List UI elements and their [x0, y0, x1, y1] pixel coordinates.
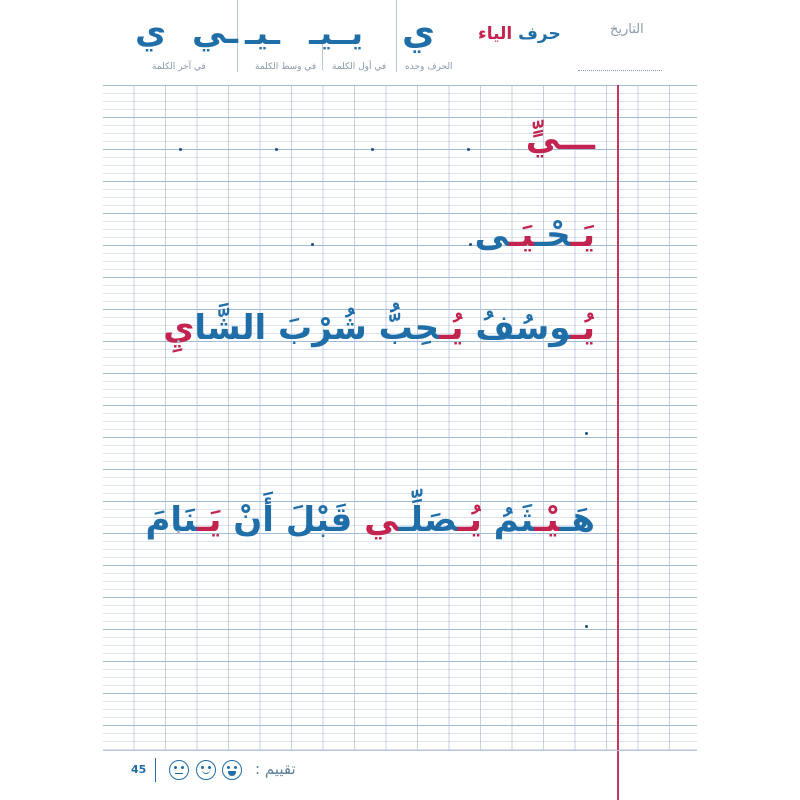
word-part: ي — [364, 500, 399, 540]
exercise-letter: ـــيٍّ — [525, 118, 595, 158]
footer-separator — [155, 758, 156, 782]
word-part: يْـ — [534, 500, 560, 540]
date-field[interactable] — [578, 70, 662, 71]
caption-initial: في أول الكلمة — [332, 62, 387, 72]
page-title: حرف الياء — [478, 24, 561, 44]
letter-initial: يـ — [340, 14, 363, 52]
date-label: التاريخ — [610, 22, 644, 37]
caption-medial: في وسط الكلمة — [255, 62, 317, 72]
letter-medial: ـيـ ـيـ — [245, 14, 345, 52]
divider — [322, 40, 323, 70]
rating-label: تقييم : — [255, 760, 296, 778]
title-letter: الياء — [478, 24, 513, 44]
page-number: 45 — [131, 763, 147, 776]
caption-final: في آخر الكلمة — [152, 62, 206, 72]
word-part: يُـ — [457, 500, 482, 540]
word-part: يَـ — [508, 215, 535, 255]
caption-isolated: الحرف وحده — [405, 62, 453, 72]
letter-isolated: ي — [402, 12, 435, 53]
trace-dot — [177, 530, 180, 533]
word-part: حْـ — [534, 215, 571, 255]
trace-dot — [371, 148, 374, 151]
divider — [237, 0, 238, 72]
word-part: وسُفُ — [463, 308, 571, 348]
neutral-face-icon[interactable] — [169, 760, 189, 780]
trace-dot — [467, 148, 470, 151]
handwriting-grid — [103, 85, 697, 750]
word-part: صَلِّـ — [398, 500, 458, 540]
letter-final: ـي ي — [135, 12, 239, 52]
word-part: ثَمُ — [481, 500, 535, 540]
title-prefix: حرف — [518, 24, 561, 44]
word-part: يَـ — [570, 215, 595, 255]
word-part: قَبْلَ أَنْ — [221, 500, 365, 540]
word-part: يُـ — [439, 308, 464, 348]
divider — [396, 0, 397, 72]
trace-dot — [275, 148, 278, 151]
trace-dot — [177, 340, 180, 343]
trace-dot — [311, 243, 314, 246]
trace-dot — [585, 625, 588, 628]
word-part: هَـ — [559, 500, 595, 540]
word-part: يَـ — [197, 500, 222, 540]
happy-face-icon[interactable] — [222, 760, 242, 780]
trace-dot — [469, 243, 472, 246]
word-part: حِبُّ شُرْبَ الشَّا — [194, 308, 440, 348]
exercise-sentence: يُـوسُفُ يُـحِبُّ شُرْبَ الشَّايِ — [163, 308, 595, 348]
smile-face-icon[interactable] — [196, 760, 216, 780]
exercise-sentence: هَـيْـثَمُ يُـصَلِّـي قَبْلَ أَنْ يَـنَا… — [145, 500, 595, 540]
footer-divider — [103, 750, 697, 751]
trace-dot — [585, 432, 588, 435]
word-part: يُـ — [570, 308, 595, 348]
exercise-word: يَـحْـيَـى — [475, 215, 595, 255]
word-part: ى — [474, 215, 509, 255]
trace-dot — [179, 148, 182, 151]
word-part: نَامَ — [145, 500, 198, 540]
margin-line — [617, 85, 619, 800]
